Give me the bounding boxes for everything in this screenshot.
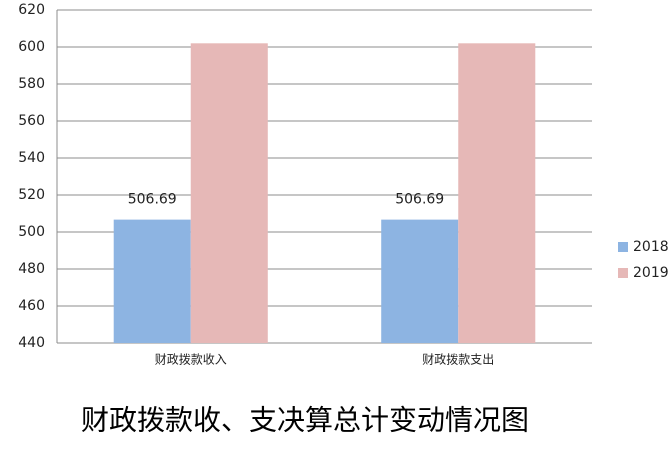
y-tick-label: 600 xyxy=(18,39,45,55)
y-tick-label: 460 xyxy=(18,298,45,314)
y-tick-label: 620 xyxy=(18,2,45,18)
bar xyxy=(113,219,191,343)
data-label: 506.69 xyxy=(128,192,177,208)
legend-label: 2018 xyxy=(633,239,669,255)
bar xyxy=(381,219,459,343)
y-tick-label: 580 xyxy=(18,76,45,92)
bar xyxy=(190,43,268,344)
y-tick-label: 480 xyxy=(18,261,45,277)
legend-label: 2019 xyxy=(633,265,669,281)
y-tick-label: 540 xyxy=(18,150,45,166)
data-label: 506.69 xyxy=(395,192,444,208)
bar xyxy=(458,43,536,344)
x-tick-label: 财政拨款支出 xyxy=(422,353,494,367)
y-tick-label: 440 xyxy=(18,335,45,351)
legend-swatch xyxy=(618,268,628,278)
legend-swatch xyxy=(618,242,628,252)
y-tick-label: 560 xyxy=(18,113,45,129)
y-tick-label: 520 xyxy=(18,187,45,203)
chart-title: 财政拨款收、支决算总计变动情况图 xyxy=(81,404,529,437)
y-tick-label: 500 xyxy=(18,224,45,240)
x-tick-label: 财政拨款收入 xyxy=(155,353,227,367)
